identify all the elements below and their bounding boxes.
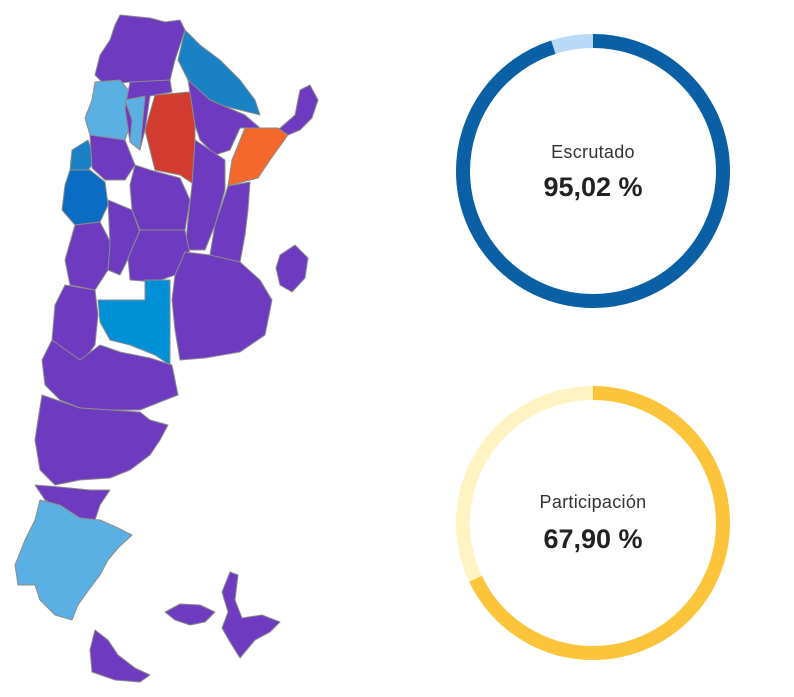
province-misiones[interactable] (277, 84, 319, 136)
argentina-map (14, 14, 319, 683)
escrutado-value: 95,02 % (543, 172, 643, 202)
province-corrientes[interactable] (227, 127, 289, 187)
province-san-juan[interactable] (64, 221, 113, 291)
province-formosa[interactable] (177, 29, 261, 116)
province-la-pampa[interactable] (97, 279, 171, 366)
province-tucuman-strip[interactable] (124, 95, 146, 151)
escrutado-arc (456, 34, 730, 308)
province-jujuy[interactable] (94, 14, 186, 86)
participacion-arc (456, 386, 730, 660)
province-tierra-del-fuego[interactable] (89, 629, 151, 683)
province-caba[interactable] (275, 244, 309, 293)
participacion-label: Participación (539, 492, 647, 512)
province-buenos-aires[interactable] (171, 251, 273, 361)
participacion-ring (456, 386, 730, 660)
escrutado-ring (456, 34, 730, 308)
province-san-luis[interactable] (107, 199, 141, 276)
province-cordoba[interactable] (127, 229, 191, 283)
escrutado-gauge: Escrutado 95,02 % (448, 26, 738, 316)
province-chaco[interactable] (187, 79, 261, 156)
province-antartida[interactable] (221, 571, 281, 659)
province-neuquen[interactable] (41, 339, 179, 411)
province-rio-negro[interactable] (34, 394, 169, 486)
escrutado-label: Escrutado (551, 142, 635, 162)
province-santa-cruz[interactable] (14, 499, 133, 621)
participacion-gauge: Participación 67,90 % (448, 378, 738, 668)
province-santa-fe[interactable] (184, 139, 226, 251)
province-la-rioja-north[interactable] (89, 134, 136, 181)
province-salta-west[interactable] (84, 79, 131, 141)
province-la-rioja[interactable] (61, 169, 109, 226)
province-malvinas[interactable] (164, 603, 216, 626)
participacion-value: 67,90 % (543, 524, 643, 554)
